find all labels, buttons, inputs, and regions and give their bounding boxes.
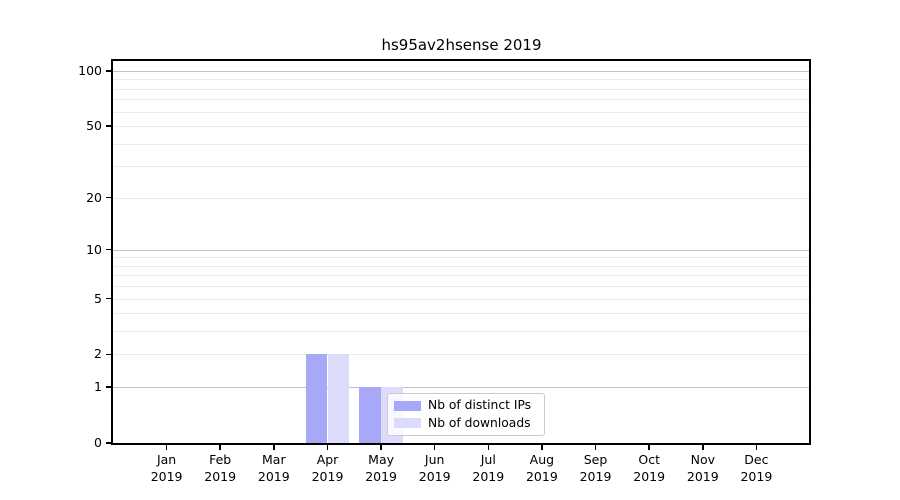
legend-label-downloads: Nb of downloads bbox=[428, 415, 531, 430]
y-tick-label: 2 bbox=[94, 346, 102, 362]
bar-downloads-apr bbox=[327, 354, 350, 443]
y-tick bbox=[106, 70, 113, 72]
x-tick-label: Dec 2019 bbox=[740, 452, 773, 484]
legend-swatch-downloads bbox=[394, 418, 421, 429]
x-tick-label: Sep 2019 bbox=[579, 452, 612, 484]
y-tick-label: 20 bbox=[86, 189, 102, 205]
minor-gridline bbox=[113, 111, 810, 113]
y-tick-label: 50 bbox=[86, 118, 102, 134]
minor-gridline bbox=[113, 331, 810, 333]
y-tick bbox=[106, 297, 113, 300]
y-tick-label: 5 bbox=[94, 290, 102, 306]
minor-gridline bbox=[113, 197, 810, 199]
x-tick-label: Nov 2019 bbox=[686, 452, 719, 484]
plot-area bbox=[113, 61, 810, 443]
y-tick bbox=[106, 442, 113, 444]
x-tick bbox=[165, 445, 168, 450]
x-tick-label: Feb 2019 bbox=[204, 452, 237, 484]
minor-gridline bbox=[113, 354, 810, 356]
y-tick-label: 1 bbox=[94, 379, 102, 395]
x-tick bbox=[702, 445, 704, 450]
x-tick bbox=[541, 445, 543, 450]
bar-distinct-ips-apr bbox=[305, 354, 328, 443]
x-tick bbox=[380, 445, 382, 450]
minor-gridline bbox=[113, 298, 810, 300]
y-tick bbox=[106, 386, 113, 388]
x-tick bbox=[594, 445, 597, 450]
y-tick-label: 10 bbox=[86, 241, 102, 257]
major-gridline bbox=[113, 387, 810, 389]
minor-gridline bbox=[113, 126, 810, 128]
y-tick bbox=[106, 353, 113, 356]
x-tick bbox=[273, 445, 275, 450]
minor-gridline bbox=[113, 286, 810, 288]
x-tick-label: Apr 2019 bbox=[311, 452, 344, 484]
y-tick-label: 100 bbox=[78, 63, 102, 78]
major-gridline bbox=[113, 249, 810, 251]
y-tick bbox=[106, 125, 113, 127]
minor-gridline bbox=[113, 99, 810, 101]
x-tick bbox=[326, 445, 329, 450]
x-tick-label: Aug 2019 bbox=[525, 452, 558, 484]
x-tick bbox=[755, 445, 758, 450]
bar-distinct-ips-may bbox=[359, 387, 382, 443]
major-gridline bbox=[113, 71, 810, 72]
minor-gridline bbox=[113, 275, 810, 277]
legend-item-distinct-ips: Nb of distinct IPs bbox=[394, 398, 538, 413]
x-tick bbox=[433, 445, 436, 450]
y-tick-label: 0 bbox=[94, 435, 102, 450]
x-tick-label: Jan 2019 bbox=[150, 452, 183, 484]
x-tick-label: Mar 2019 bbox=[257, 452, 290, 484]
y-tick bbox=[106, 196, 113, 199]
minor-gridline bbox=[113, 313, 810, 315]
legend: Nb of distinct IPs Nb of downloads bbox=[387, 393, 545, 436]
minor-gridline bbox=[113, 79, 810, 81]
legend-swatch-distinct-ips bbox=[394, 400, 421, 411]
x-tick-label: May 2019 bbox=[365, 452, 397, 484]
minor-gridline bbox=[113, 265, 810, 267]
x-tick bbox=[487, 445, 490, 450]
legend-label-distinct-ips: Nb of distinct IPs bbox=[428, 398, 532, 413]
x-tick bbox=[219, 445, 221, 450]
minor-gridline bbox=[113, 143, 810, 145]
chart-title: hs95av2hsense 2019 bbox=[381, 36, 542, 54]
y-tick bbox=[106, 248, 113, 251]
x-tick-label: Oct 2019 bbox=[633, 452, 666, 484]
minor-gridline bbox=[113, 88, 810, 90]
x-tick bbox=[648, 445, 650, 450]
x-tick-label: Jul 2019 bbox=[472, 452, 505, 484]
legend-item-downloads: Nb of downloads bbox=[394, 416, 538, 431]
x-tick-label: Jun 2019 bbox=[418, 452, 451, 484]
minor-gridline bbox=[113, 257, 810, 259]
minor-gridline bbox=[113, 166, 810, 168]
